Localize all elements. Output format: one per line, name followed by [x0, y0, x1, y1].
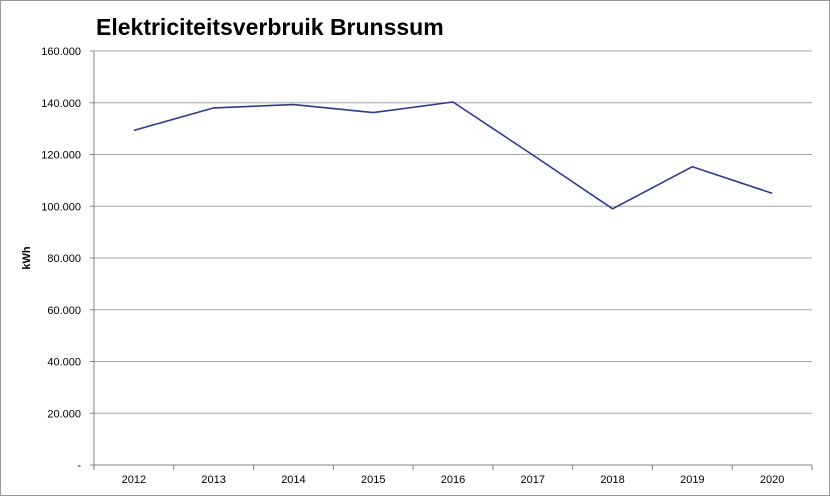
series-lines — [133, 101, 773, 210]
y-tick-label: 120.000 — [41, 150, 81, 162]
y-tick-labels: - 20.000 40.000 60.000 80.000 100.000 120.000 1… — [41, 46, 81, 472]
x-tick-label: 2020 — [760, 474, 784, 486]
y-tick-label: 100.000 — [41, 201, 81, 213]
x-tick-label: 2019 — [680, 474, 704, 486]
gridlines — [90, 50, 812, 466]
series-line — [133, 101, 773, 210]
x-tick-label: 2016 — [441, 474, 465, 486]
axes — [93, 51, 813, 470]
y-tick-label: 20.000 — [47, 408, 81, 420]
y-tick-label: 40.000 — [47, 357, 81, 369]
x-tick-label: 2018 — [600, 474, 624, 486]
x-tick-labels: 2012 2013 2014 2015 2016 2017 2018 2019 2020 — [122, 474, 785, 486]
x-tick-label: 2013 — [201, 474, 225, 486]
y-tick-label: 60.000 — [47, 305, 81, 317]
y-tick-label: - — [77, 460, 81, 472]
y-tick-label: 140.000 — [41, 98, 81, 110]
x-tick-label: 2012 — [122, 474, 146, 486]
chart-title: Elektriciteitsverbruik Brunssum — [96, 14, 444, 40]
x-tick-label: 2015 — [361, 474, 385, 486]
y-tick-label: 80.000 — [47, 253, 81, 265]
y-axis-title: kWh — [21, 246, 33, 270]
y-tick-label: 160.000 — [41, 46, 81, 58]
x-tick-label: 2014 — [281, 474, 305, 486]
x-tick-label: 2017 — [521, 474, 545, 486]
